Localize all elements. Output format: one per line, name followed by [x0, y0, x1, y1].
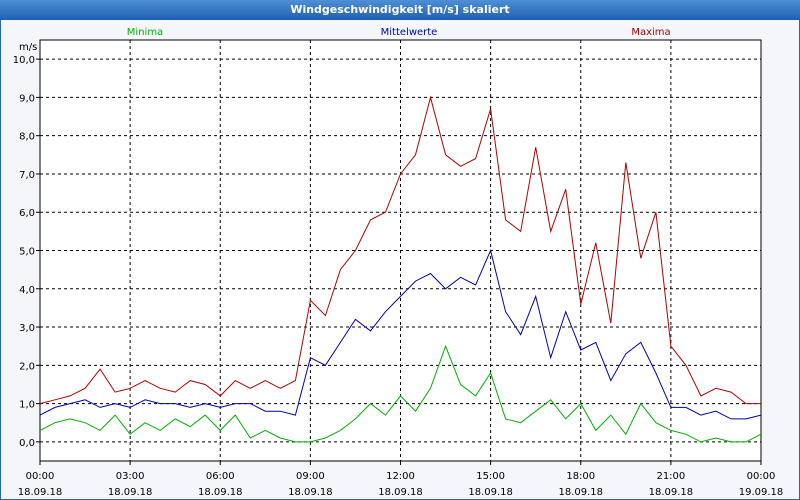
x-tick-date-label: 19.09.18 — [739, 487, 784, 498]
x-tick-time-label: 06:00 — [206, 471, 235, 482]
x-tick-time-label: 03:00 — [116, 471, 145, 482]
x-tick-date-label: 18.09.18 — [649, 487, 694, 498]
series-lines — [39, 95, 762, 443]
grid-lines — [40, 40, 761, 461]
x-tick-date-label: 18.09.18 — [468, 487, 513, 498]
x-tick-date-label: 18.09.18 — [558, 487, 603, 498]
y-tick-label: 1,0 — [19, 400, 35, 411]
legend-entry-mittelwerte: Mittelwerte — [381, 27, 438, 38]
y-axis: 0,0 1,0 2,0 3,0 4,0 5,0 6,0 7,0 8,0 9,0 10,0 — [13, 55, 40, 449]
x-tick-time-label: 09:00 — [296, 471, 325, 482]
x-tick-time-label: 15:00 — [476, 471, 505, 482]
y-tick-label: 10,0 — [13, 55, 35, 66]
x-tick-date-label: 18.09.18 — [108, 487, 153, 498]
x-tick-date-label: 18.09.18 — [18, 487, 63, 498]
x-tick-date-label: 18.09.18 — [198, 487, 243, 498]
series-line-mittelwerte — [39, 248, 762, 420]
x-tick-time-label: 00:00 — [747, 471, 776, 482]
window-title: Windgeschwindigkeit [m/s] skaliert — [0, 0, 800, 20]
x-tick-time-label: 18:00 — [566, 471, 595, 482]
y-tick-label: 7,0 — [19, 170, 35, 181]
y-tick-label: 4,0 — [19, 285, 35, 296]
legend-entry-minima: Minima — [127, 27, 163, 38]
series-line-maxima — [39, 95, 761, 405]
y-tick-label: 3,0 — [19, 323, 35, 334]
y-tick-label: 5,0 — [19, 247, 35, 258]
y-tick-label: 2,0 — [19, 361, 35, 372]
x-tick-time-label: 00:00 — [26, 471, 55, 482]
series-line-minima — [39, 344, 762, 443]
x-tick-date-label: 18.09.18 — [288, 487, 333, 498]
x-axis: 00:00 18.09.18 03:00 18.09.18 06:00 18.09.18 0… — [18, 461, 784, 498]
x-tick-date-label: 18.09.18 — [378, 487, 423, 498]
legend-entry-maxima: Maxima — [631, 27, 670, 38]
y-tick-label: 0,0 — [19, 438, 35, 449]
y-tick-label: 8,0 — [19, 132, 35, 143]
x-tick-time-label: 12:00 — [386, 471, 415, 482]
legend: Minima Mittelwerte Maxima — [127, 27, 671, 38]
y-tick-label: 9,0 — [19, 93, 35, 104]
x-tick-time-label: 21:00 — [656, 471, 685, 482]
y-axis-label: m/s — [19, 42, 37, 53]
y-tick-label: 6,0 — [19, 208, 35, 219]
